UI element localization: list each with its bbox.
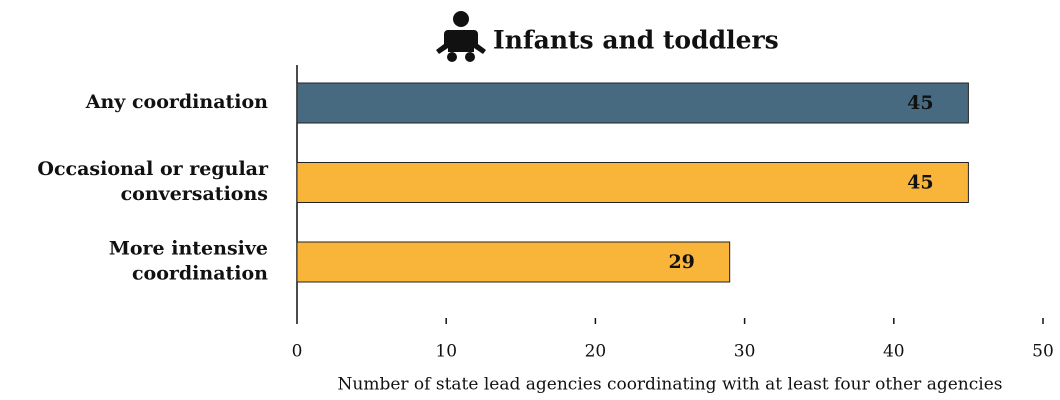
x-tick-label: 20 bbox=[585, 342, 607, 362]
bar bbox=[296, 162, 969, 203]
x-tick-label: 50 bbox=[1032, 342, 1054, 362]
data-label: 45 bbox=[907, 172, 933, 194]
baby-icon bbox=[436, 11, 486, 62]
y-tick-label: More intensive coordination bbox=[109, 238, 268, 285]
x-axis-label: Number of state lead agencies coordinati… bbox=[338, 375, 1003, 395]
bar bbox=[296, 82, 969, 124]
x-tick-label: 40 bbox=[883, 342, 905, 362]
bar bbox=[296, 241, 731, 283]
data-label: 45 bbox=[907, 92, 933, 114]
data-label: 29 bbox=[668, 251, 694, 273]
y-tick-label: Any coordination bbox=[85, 91, 268, 113]
x-tick-label: 30 bbox=[734, 342, 756, 362]
x-tick-label: 0 bbox=[292, 342, 303, 362]
x-tick-label: 10 bbox=[435, 342, 457, 362]
chart-title: Infants and toddlers bbox=[493, 26, 779, 55]
y-tick-label: Occasional or regular conversations bbox=[37, 158, 269, 205]
